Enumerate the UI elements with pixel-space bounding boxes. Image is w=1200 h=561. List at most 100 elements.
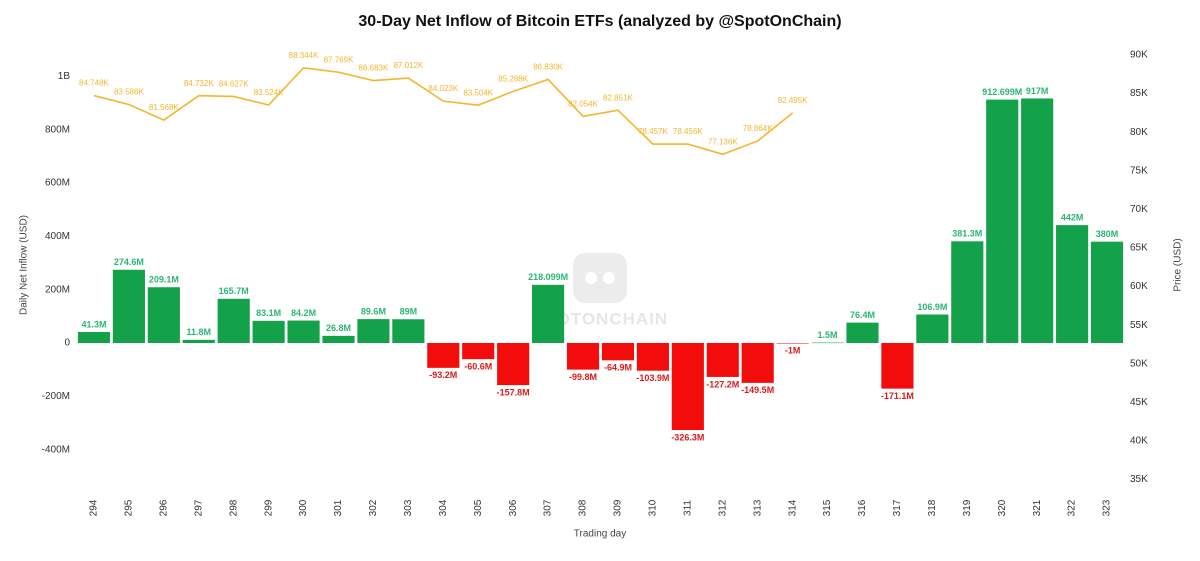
- bar-value-label: -103.9M: [636, 373, 669, 383]
- bar: [497, 343, 530, 386]
- x-tick-label: 319: [962, 499, 973, 516]
- y2-tick-label: 90K: [1130, 50, 1148, 61]
- bar: [77, 331, 111, 343]
- x-tick-label: 318: [927, 499, 938, 516]
- line-value-label: 78.456K: [673, 127, 703, 136]
- y-tick-label: 200M: [45, 284, 70, 295]
- bar-value-label: -326.3M: [671, 432, 704, 442]
- bar-value-label: -127.2M: [706, 379, 739, 389]
- bar: [846, 322, 879, 343]
- line-value-label: 84.023K: [428, 84, 458, 93]
- y-axis-label: Daily Net Inflow (USD): [19, 215, 30, 315]
- y2-tick-label: 55K: [1130, 320, 1148, 331]
- x-tick-label: 322: [1067, 499, 1078, 516]
- y2-tick-label: 60K: [1130, 281, 1148, 292]
- x-tick-label: 315: [822, 499, 833, 516]
- x-tick-label: 297: [193, 499, 204, 516]
- bar-value-label: 274.6M: [114, 257, 144, 267]
- bar-value-label: 442M: [1061, 213, 1084, 223]
- bar-value-label: -149.5M: [741, 385, 774, 395]
- line-value-label: 83.504K: [463, 88, 493, 97]
- bar: [252, 320, 285, 343]
- line-value-label: 84.732K: [184, 79, 214, 88]
- bar-value-label: 11.8M: [187, 327, 212, 337]
- x-tick-label: 307: [543, 499, 554, 516]
- bar: [706, 343, 739, 377]
- y-tick-label: -200M: [42, 391, 70, 402]
- x-tick-label: 316: [857, 499, 868, 516]
- bar-value-label: -60.6M: [464, 362, 492, 372]
- x-tick-label: 302: [368, 499, 379, 516]
- bar: [636, 343, 669, 371]
- line-value-label: 78.864K: [743, 124, 773, 133]
- x-tick-label: 305: [473, 499, 484, 516]
- bar: [1056, 225, 1089, 343]
- x-tick-label: 294: [89, 499, 100, 516]
- x-axis-label: Trading day: [574, 529, 626, 540]
- bar: [532, 284, 565, 343]
- bar: [287, 320, 320, 343]
- bar: [986, 99, 1019, 343]
- line-value-label: 88.344K: [289, 51, 319, 60]
- bar-value-label: 165.7M: [219, 286, 249, 296]
- bar: [916, 314, 949, 343]
- bar-value-label: 912.699M: [982, 87, 1022, 97]
- bar-value-label: 84.2M: [291, 308, 316, 318]
- bar-value-label: -93.2M: [429, 370, 457, 380]
- y-tick-label: -400M: [42, 444, 70, 455]
- y2-tick-label: 40K: [1130, 436, 1148, 447]
- bar-value-label: 83.1M: [256, 308, 281, 318]
- line-value-label: 84.748K: [79, 79, 109, 88]
- y-tick-label: 600M: [45, 178, 70, 189]
- bar-value-label: -99.8M: [569, 372, 597, 382]
- line-value-label: 87.769K: [324, 55, 354, 64]
- bar-value-label: 106.9M: [917, 302, 947, 312]
- watermark-logo-eye: [585, 272, 597, 284]
- x-tick-label: 317: [892, 499, 903, 516]
- bar-value-label: 380M: [1096, 229, 1119, 239]
- line-value-label: 84.627K: [219, 80, 249, 89]
- y-tick-label: 0: [64, 338, 70, 349]
- y2-tick-label: 80K: [1130, 127, 1148, 138]
- line-value-label: 85.288K: [498, 74, 528, 83]
- bar-value-label: 89.6M: [361, 306, 386, 316]
- y2-tick-label: 50K: [1130, 358, 1148, 369]
- watermark: SPOTONCHAIN: [532, 309, 668, 328]
- bar: [881, 343, 914, 389]
- line-value-label: 86.830K: [533, 63, 563, 72]
- chart-title: 30-Day Net Inflow of Bitcoin ETFs (analy…: [358, 13, 841, 30]
- bar: [182, 339, 215, 343]
- line-value-label: 83.524K: [254, 88, 284, 97]
- x-tick-label: 311: [682, 500, 693, 516]
- y2-tick-label: 45K: [1130, 397, 1148, 408]
- y-tick-label: 1B: [58, 71, 71, 82]
- bar-value-label: 381.3M: [952, 229, 982, 239]
- bar-value-label: 1.5M: [818, 330, 838, 340]
- bar: [811, 342, 844, 344]
- x-tick-label: 295: [124, 499, 135, 516]
- x-tick-label: 303: [403, 499, 414, 516]
- bar: [741, 343, 774, 383]
- bar: [566, 343, 600, 370]
- bar-value-label: 89M: [400, 307, 418, 317]
- line-value-label: 86.683K: [359, 64, 389, 73]
- line-value-label: 82.495K: [778, 96, 808, 105]
- x-tick-label: 298: [228, 499, 239, 516]
- bar: [322, 335, 355, 343]
- x-tick-label: 320: [997, 499, 1008, 516]
- bar: [1021, 98, 1054, 343]
- bar: [427, 343, 460, 368]
- bar: [357, 319, 390, 343]
- bar: [147, 287, 180, 343]
- bar-value-label: 26.8M: [326, 323, 351, 333]
- y2-axis-label: Price (USD): [1173, 238, 1184, 291]
- bar-value-label: 218.099M: [528, 272, 568, 282]
- bar-value-label: -171.1M: [881, 391, 914, 401]
- x-tick-label: 314: [787, 499, 798, 516]
- y2-tick-label: 85K: [1130, 88, 1148, 99]
- bar: [1090, 241, 1124, 343]
- price-line: [93, 66, 794, 156]
- x-tick-label: 321: [1032, 499, 1043, 516]
- line-value-label: 87.012K: [393, 61, 423, 70]
- line-value-label: 82.851K: [603, 93, 633, 102]
